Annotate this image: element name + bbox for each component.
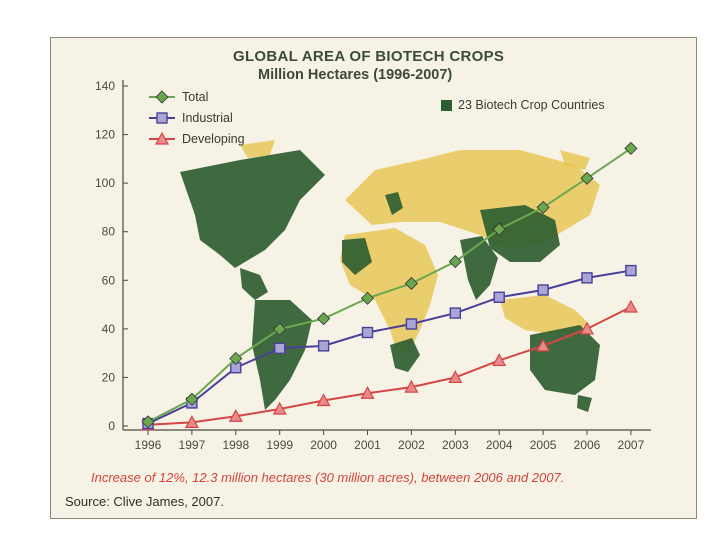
north-america-shape	[180, 150, 325, 268]
y-tick-label: 40	[102, 322, 116, 336]
data-point	[579, 321, 595, 335]
data-point	[492, 353, 507, 367]
data-point	[273, 322, 287, 336]
y-tick-label: 20	[102, 370, 116, 384]
data-point	[492, 222, 506, 236]
south-america-shape	[252, 300, 312, 410]
data-point	[448, 255, 462, 269]
data-point	[156, 112, 168, 124]
data-point	[360, 291, 375, 305]
north-africa-biotech-shape	[342, 238, 372, 275]
australia-shape	[530, 325, 600, 395]
y-tick-label: 100	[95, 176, 115, 190]
biotech-countries-label: 23 Biotech Crop Countries	[458, 98, 605, 112]
data-point	[141, 415, 155, 429]
data-point	[229, 351, 243, 366]
data-point	[536, 200, 550, 214]
y-tick-label: 80	[102, 225, 116, 239]
arctic-shape	[560, 150, 590, 170]
legend-label: Total	[182, 90, 208, 104]
data-point	[272, 401, 287, 415]
data-point	[449, 307, 461, 319]
data-point	[184, 415, 199, 428]
chart-annotation: Increase of 12%, 12.3 million hectares (…	[91, 470, 565, 485]
x-tick-label: 1999	[266, 438, 293, 452]
series-line	[147, 269, 632, 425]
x-tick-label: 2001	[354, 438, 381, 452]
x-tick-label: 2007	[618, 438, 645, 452]
x-tick-label: 2002	[398, 438, 425, 452]
data-point	[493, 291, 505, 303]
data-point	[360, 385, 375, 399]
data-point	[448, 370, 463, 384]
y-tick-label: 140	[95, 79, 115, 93]
data-point	[536, 338, 551, 352]
world-map-background	[180, 140, 600, 412]
y-tick-label: 60	[102, 273, 116, 287]
y-tick-label: 120	[95, 128, 115, 142]
x-tick-label: 1997	[179, 438, 206, 452]
chart-axes: 0 20 40 60 80 100 120 140 1996 1997 1998 1999 2000 20…	[95, 79, 651, 452]
greenland-shape	[240, 140, 275, 158]
chart-source: Source: Clive James, 2007.	[65, 494, 224, 509]
legend-item-total: Total	[149, 90, 208, 104]
x-tick-label: 2004	[486, 438, 513, 452]
central-america-shape	[240, 268, 268, 300]
data-point	[623, 299, 638, 313]
data-point	[361, 326, 374, 339]
x-tick-label: 1996	[135, 438, 162, 452]
chart-series	[140, 141, 638, 431]
data-point	[155, 90, 169, 104]
x-tick-label: 2005	[530, 438, 557, 452]
tasmania-shape	[577, 395, 592, 412]
x-tick-label: 1998	[222, 438, 249, 452]
data-point	[404, 276, 418, 291]
data-point	[537, 284, 549, 296]
legend-item-developing: Developing	[149, 131, 245, 146]
biotech-countries-swatch	[441, 99, 452, 111]
south-africa-shape	[390, 338, 420, 372]
chart-subtitle: Million Hectares (1996-2007)	[258, 67, 453, 83]
data-point	[624, 141, 638, 155]
data-point	[405, 318, 418, 330]
x-tick-label: 2006	[574, 438, 601, 452]
chart-title: GLOBAL AREA OF BIOTECH CROPS	[233, 48, 505, 65]
data-point	[274, 342, 286, 354]
x-tick-label: 2003	[442, 438, 469, 452]
data-point	[317, 340, 330, 352]
data-point	[581, 272, 593, 284]
series-total	[141, 141, 638, 429]
data-point	[625, 264, 637, 277]
data-point	[316, 393, 331, 407]
legend-item-industrial: Industrial	[149, 111, 233, 125]
y-tick-label: 0	[108, 419, 115, 433]
data-point	[404, 379, 419, 393]
china-shape	[480, 205, 560, 262]
series-line	[147, 306, 632, 426]
data-point	[228, 409, 243, 422]
x-tick-label: 2000	[310, 438, 337, 452]
data-point	[580, 171, 594, 185]
data-point	[185, 392, 199, 406]
legend-label: Developing	[182, 132, 245, 146]
biotech-countries-legend: 23 Biotech Crop Countries	[441, 98, 605, 112]
southeast-asia-shape	[500, 295, 590, 335]
series-line	[147, 147, 632, 423]
data-point	[154, 131, 170, 145]
legend-label: Industrial	[182, 111, 233, 125]
chart-legend: Total Industrial Developing	[149, 90, 245, 146]
europe-biotech-shape	[385, 192, 403, 215]
data-point	[317, 312, 331, 326]
